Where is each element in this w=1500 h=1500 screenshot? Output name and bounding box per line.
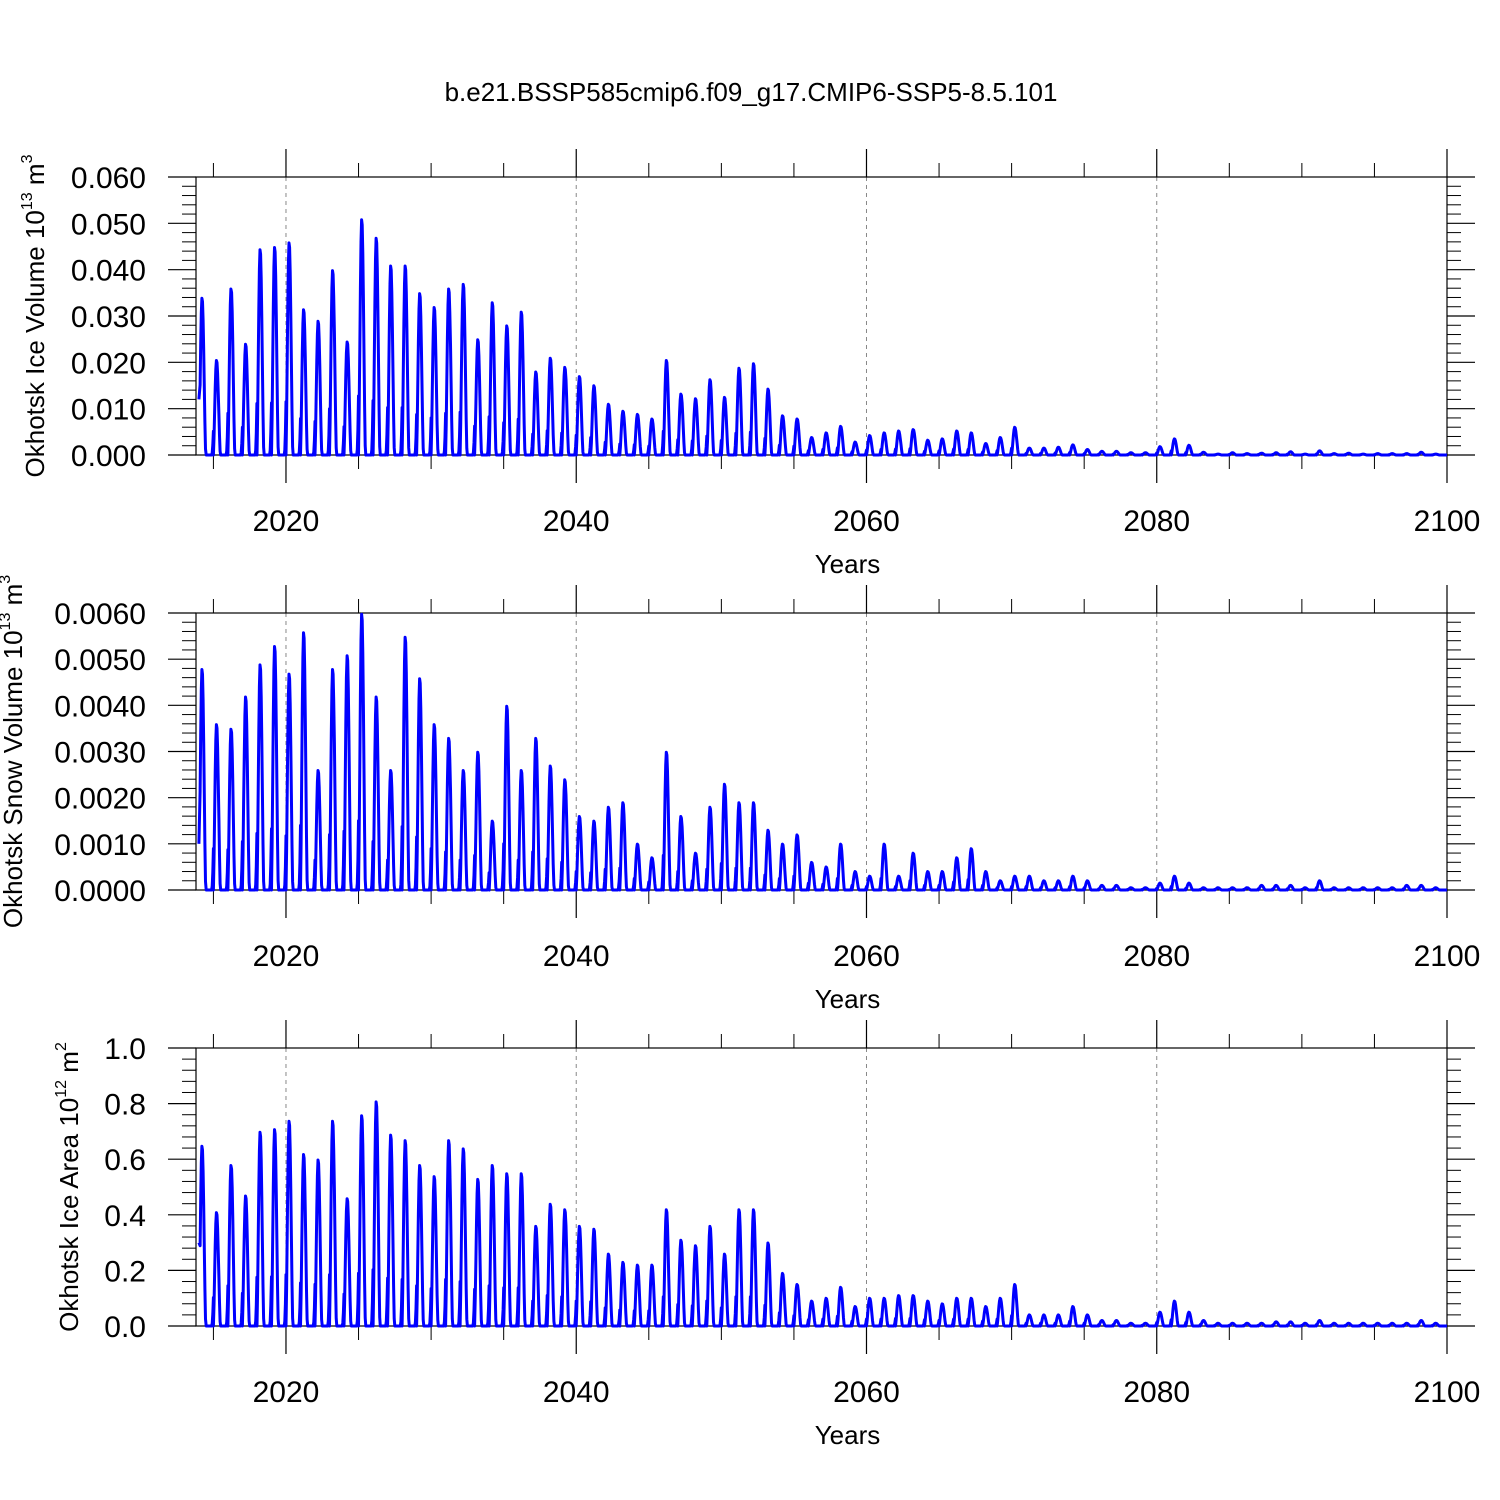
x-axis-label: Years <box>815 1420 881 1450</box>
y-tick-label: 0.0000 <box>54 875 146 908</box>
chart-panel-1: 2020 2040 2060 2080 2100 0.000 0.010 0.020 0.030… <box>19 149 1480 579</box>
y-tick-label: 0.0060 <box>54 598 146 631</box>
x-tick-label: 2040 <box>543 1376 610 1409</box>
y-tick-label: 0.0050 <box>54 644 146 677</box>
y-tick-label: 0.010 <box>71 394 146 427</box>
x-tick-label: 2020 <box>253 1376 320 1409</box>
plot-frame <box>195 1047 1448 1327</box>
x-tick-label: 2060 <box>833 940 900 973</box>
figure-title: b.e21.BSSP585cmip6.f09_g17.CMIP6-SSP5-8.… <box>445 77 1058 107</box>
panels: 2020 2040 2060 2080 2100 0.000 0.010 0.020 0.030… <box>0 149 1480 1450</box>
y-axis-label: Okhotsk Ice Area 1012 m2 <box>53 1042 84 1332</box>
y-tick-label: 0.020 <box>71 347 146 380</box>
y-axis-label: Okhotsk Snow Volume 1013 m3 <box>0 575 28 928</box>
y-tick-label: 0.8 <box>104 1089 146 1122</box>
y-tick-label: 0.0040 <box>54 690 146 723</box>
plot-frame <box>195 612 1448 891</box>
x-tick-label: 2080 <box>1123 1376 1190 1409</box>
x-tick-label: 2040 <box>543 940 610 973</box>
y-tick-label: 0.6 <box>104 1144 146 1177</box>
x-tick-label: 2100 <box>1414 940 1481 973</box>
x-tick-label: 2040 <box>543 505 610 538</box>
y-axis-label: Okhotsk Ice Volume 1013 m3 <box>19 154 50 477</box>
y-tick-label: 0.060 <box>71 162 146 195</box>
y-tick-label: 0.2 <box>104 1255 146 1288</box>
plot-frame <box>195 176 1448 456</box>
x-axis-label: Years <box>815 984 881 1014</box>
x-tick-label: 2060 <box>833 505 900 538</box>
x-tick-label: 2020 <box>253 505 320 538</box>
y-tick-label: 0.000 <box>71 440 146 473</box>
chart-panel-3: 2020 2040 2060 2080 2100 0.0 0.2 0.4 0.6 0.8 1.0 Ye… <box>53 1020 1480 1450</box>
y-tick-label: 0.4 <box>104 1200 146 1233</box>
y-tick-label: 0.030 <box>71 301 146 334</box>
x-tick-label: 2100 <box>1414 505 1481 538</box>
series-line <box>197 1100 1448 1328</box>
x-tick-label: 2080 <box>1123 505 1190 538</box>
x-tick-label: 2020 <box>253 940 320 973</box>
y-tick-label: 0.0 <box>104 1311 146 1344</box>
x-tick-label: 2080 <box>1123 940 1190 973</box>
y-tick-label: 1.0 <box>104 1033 146 1066</box>
y-tick-label: 0.0010 <box>54 829 146 862</box>
y-tick-label: 0.0030 <box>54 737 146 770</box>
x-axis-label: Years <box>815 549 881 579</box>
x-tick-label: 2060 <box>833 1376 900 1409</box>
x-tick-label: 2100 <box>1414 1376 1481 1409</box>
y-tick-label: 0.040 <box>71 255 146 288</box>
chart-panel-2: 2020 2040 2060 2080 2100 0.0000 0.0010 0.0020 0.… <box>0 575 1480 1014</box>
y-tick-label: 0.0020 <box>54 783 146 816</box>
series-line <box>197 612 1448 892</box>
y-tick-label: 0.050 <box>71 208 146 241</box>
series-line <box>197 218 1448 457</box>
